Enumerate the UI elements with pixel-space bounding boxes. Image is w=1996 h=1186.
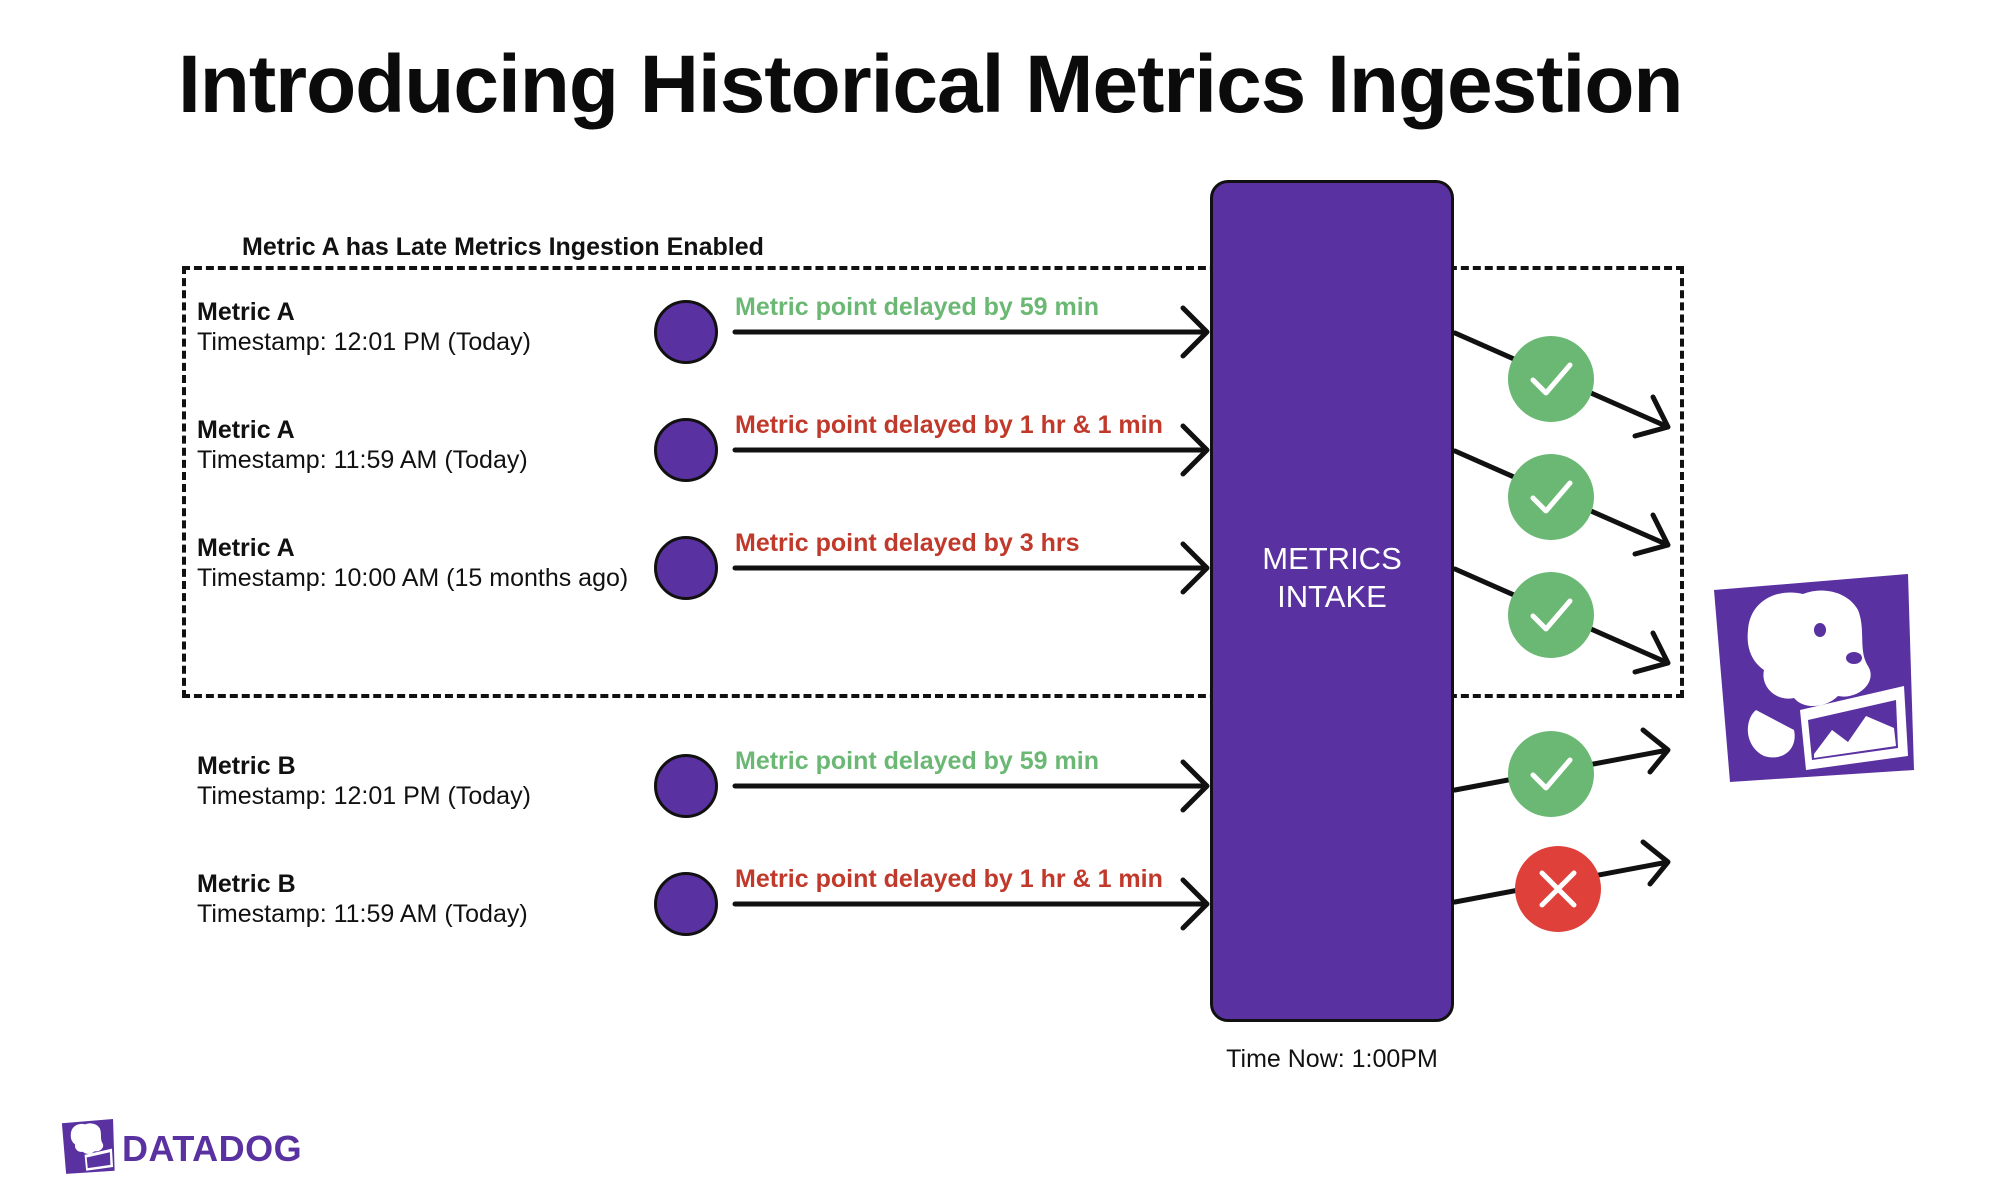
inbound-arrow bbox=[732, 305, 1210, 359]
inbound-arrow bbox=[732, 423, 1210, 477]
delay-label: Metric point delayed by 1 hr & 1 min bbox=[735, 865, 1163, 893]
check-icon bbox=[1508, 454, 1594, 540]
metric-name: Metric A bbox=[197, 534, 295, 562]
datadog-dog-icon bbox=[1714, 574, 1914, 782]
metric-timestamp: Timestamp: 11:59 AM (Today) bbox=[197, 446, 528, 474]
metric-timestamp: Timestamp: 11:59 AM (Today) bbox=[197, 900, 528, 928]
metric-timestamp: Timestamp: 10:00 AM (15 months ago) bbox=[197, 564, 629, 592]
metric-row-4: Metric B Timestamp: 12:01 PM (Today) bbox=[197, 751, 531, 811]
metric-name: Metric A bbox=[197, 298, 295, 326]
datadog-logo-icon bbox=[61, 1119, 115, 1174]
late-ingestion-group-box bbox=[182, 266, 1684, 698]
inbound-arrow bbox=[732, 759, 1210, 813]
metric-name: Metric B bbox=[197, 752, 296, 780]
delay-label: Metric point delayed by 3 hrs bbox=[735, 529, 1080, 557]
metric-name: Metric B bbox=[197, 870, 296, 898]
inbound-arrow bbox=[732, 541, 1210, 595]
inbound-arrow bbox=[732, 877, 1210, 931]
page-title: Introducing Historical Metrics Ingestion bbox=[178, 39, 1684, 130]
check-icon bbox=[1508, 731, 1594, 817]
time-now-label: Time Now: 1:00PM bbox=[1226, 1045, 1438, 1073]
group-label: Metric A has Late Metrics Ingestion Enab… bbox=[242, 233, 764, 261]
brand-wordmark: DATADOG bbox=[122, 1128, 303, 1169]
metrics-intake-label: METRICS INTAKE bbox=[1262, 541, 1402, 614]
metric-row-5: Metric B Timestamp: 11:59 AM (Today) bbox=[197, 869, 528, 929]
metric-row-3: Metric A Timestamp: 10:00 AM (15 months … bbox=[197, 533, 628, 593]
metric-timestamp: Timestamp: 12:01 PM (Today) bbox=[197, 782, 531, 810]
metric-point-dot bbox=[654, 300, 718, 364]
metric-name: Metric A bbox=[197, 416, 295, 444]
metric-point-dot bbox=[654, 754, 718, 818]
metrics-intake-box bbox=[1210, 180, 1454, 1022]
x-icon bbox=[1515, 846, 1601, 932]
check-icon bbox=[1508, 336, 1594, 422]
metric-row-1: Metric A Timestamp: 12:01 PM (Today) bbox=[197, 297, 531, 357]
metric-point-dot bbox=[654, 872, 718, 936]
delay-label: Metric point delayed by 59 min bbox=[735, 293, 1099, 321]
metric-point-dot bbox=[654, 418, 718, 482]
metric-timestamp: Timestamp: 12:01 PM (Today) bbox=[197, 328, 531, 356]
delay-label: Metric point delayed by 59 min bbox=[735, 747, 1099, 775]
metric-point-dot bbox=[654, 536, 718, 600]
check-icon bbox=[1508, 572, 1594, 658]
delay-label: Metric point delayed by 1 hr & 1 min bbox=[735, 411, 1163, 439]
metric-row-2: Metric A Timestamp: 11:59 AM (Today) bbox=[197, 415, 528, 475]
